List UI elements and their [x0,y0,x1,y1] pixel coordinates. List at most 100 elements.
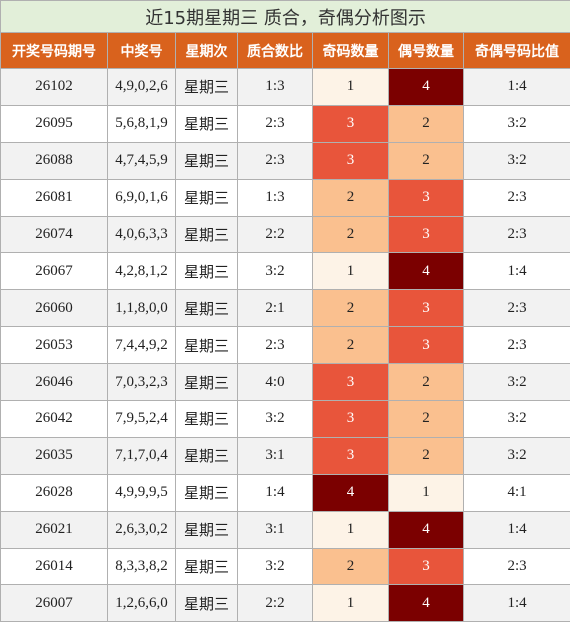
table-cell: 3:2 [462,436,570,475]
table-cell: 26042 [0,400,108,438]
table-row: 26028 4,9,9,9,5 星期三 1:4 4 1 4:1 [0,473,570,512]
table-cell: 26035 [0,436,108,475]
table-cell: 4:0 [237,363,313,402]
table-cell: 4 [388,68,464,106]
column-header: 质合数比 [237,32,313,69]
table-cell: 2:3 [462,326,570,365]
table-cell: 3 [388,215,464,254]
table-cell: 2:3 [237,104,313,143]
table-cell: 3:2 [237,547,313,586]
table-cell: 4 [388,510,464,549]
table-cell: 3:2 [237,252,313,291]
table-cell: 26028 [0,473,108,512]
table-row: 26014 8,3,3,8,2 星期三 3:2 2 3 2:3 [0,547,570,586]
table-row: 26067 4,2,8,1,2 星期三 3:2 1 4 1:4 [0,252,570,291]
table-cell: 2 [312,547,389,586]
column-header: 奇偶号码比值 [462,32,570,69]
table-cell: 1 [312,510,389,549]
table-cell: 1 [388,473,464,512]
table-cell: 1:4 [462,252,570,291]
table-cell: 2 [312,178,389,217]
table-row: 26074 4,0,6,3,3 星期三 2:2 2 3 2:3 [0,215,570,254]
table-cell: 3 [388,178,464,217]
table-cell: 星期三 [175,400,238,438]
table-cell: 星期三 [175,141,238,180]
table-cell: 2:3 [462,178,570,217]
table-cell: 2:2 [237,584,313,622]
table-cell: 7,0,3,2,3 [107,363,176,402]
table-row: 26053 7,4,4,9,2 星期三 2:3 2 3 2:3 [0,326,570,365]
table-cell: 26102 [0,68,108,106]
column-header: 奇码数量 [312,32,389,69]
table-cell: 2 [388,363,464,402]
table-cell: 4,2,8,1,2 [107,252,176,291]
table-cell: 星期三 [175,252,238,291]
table-cell: 26088 [0,141,108,180]
table-cell: 1:3 [237,178,313,217]
column-header: 星期次 [175,32,238,69]
table-row: 26088 4,7,4,5,9 星期三 2:3 3 2 3:2 [0,141,570,180]
title: 近15期星期三 质合，奇偶分析图示 [0,0,570,33]
table-cell: 星期三 [175,178,238,217]
table-cell: 3 [312,104,389,143]
table-cell: 4,9,9,9,5 [107,473,176,512]
table-cell: 3:2 [462,141,570,180]
table-cell: 4,0,6,3,3 [107,215,176,254]
table-cell: 3 [388,326,464,365]
table-cell: 1,2,6,6,0 [107,584,176,622]
table-cell: 星期三 [175,326,238,365]
table-cell: 4 [388,584,464,622]
table-cell: 2:1 [237,289,313,328]
table-cell: 26046 [0,363,108,402]
table-cell: 7,9,5,2,4 [107,400,176,438]
column-header: 偶号数量 [388,32,464,69]
table-cell: 2 [388,104,464,143]
table-cell: 2:2 [237,215,313,254]
table-cell: 1:4 [237,473,313,512]
table-cell: 3 [312,436,389,475]
table-cell: 26081 [0,178,108,217]
header-row: 开奖号码期号 中奖号 星期次 质合数比 奇码数量 偶号数量 奇偶号码比值 [0,32,570,69]
table-cell: 3:2 [237,400,313,438]
table-cell: 4 [312,473,389,512]
table-row: 26035 7,1,7,0,4 星期三 3:1 3 2 3:2 [0,436,570,475]
table-cell: 1:3 [237,68,313,106]
table-cell: 星期三 [175,104,238,143]
table-cell: 8,3,3,8,2 [107,547,176,586]
table-cell: 星期三 [175,436,238,475]
table-cell: 6,9,0,1,6 [107,178,176,217]
table-cell: 2,6,3,0,2 [107,510,176,549]
table-cell: 2:3 [237,326,313,365]
table-cell: 2:3 [237,141,313,180]
table-cell: 2 [388,141,464,180]
table-cell: 1 [312,68,389,106]
table-cell: 2 [388,400,464,438]
table-cell: 26060 [0,289,108,328]
table-cell: 1:4 [462,584,570,622]
table-cell: 2:3 [462,215,570,254]
table-row: 26042 7,9,5,2,4 星期三 3:2 3 2 3:2 [0,400,570,438]
table-cell: 星期三 [175,363,238,402]
table-row: 26095 5,6,8,1,9 星期三 2:3 3 2 3:2 [0,104,570,143]
table-cell: 7,1,7,0,4 [107,436,176,475]
table-cell: 4,7,4,5,9 [107,141,176,180]
table-cell: 3 [388,547,464,586]
table-cell: 星期三 [175,510,238,549]
table-cell: 26095 [0,104,108,143]
table-cell: 1,1,8,0,0 [107,289,176,328]
table-cell: 2:3 [462,547,570,586]
table-cell: 星期三 [175,547,238,586]
table-cell: 3:1 [237,436,313,475]
table-cell: 星期三 [175,584,238,622]
table-cell: 2 [312,289,389,328]
table-cell: 3:1 [237,510,313,549]
table-cell: 星期三 [175,289,238,328]
table-cell: 26067 [0,252,108,291]
table-cell: 3:2 [462,400,570,438]
table-cell: 3 [312,400,389,438]
table-cell: 3:2 [462,104,570,143]
table-cell: 26021 [0,510,108,549]
table-row: 26081 6,9,0,1,6 星期三 1:3 2 3 2:3 [0,178,570,217]
